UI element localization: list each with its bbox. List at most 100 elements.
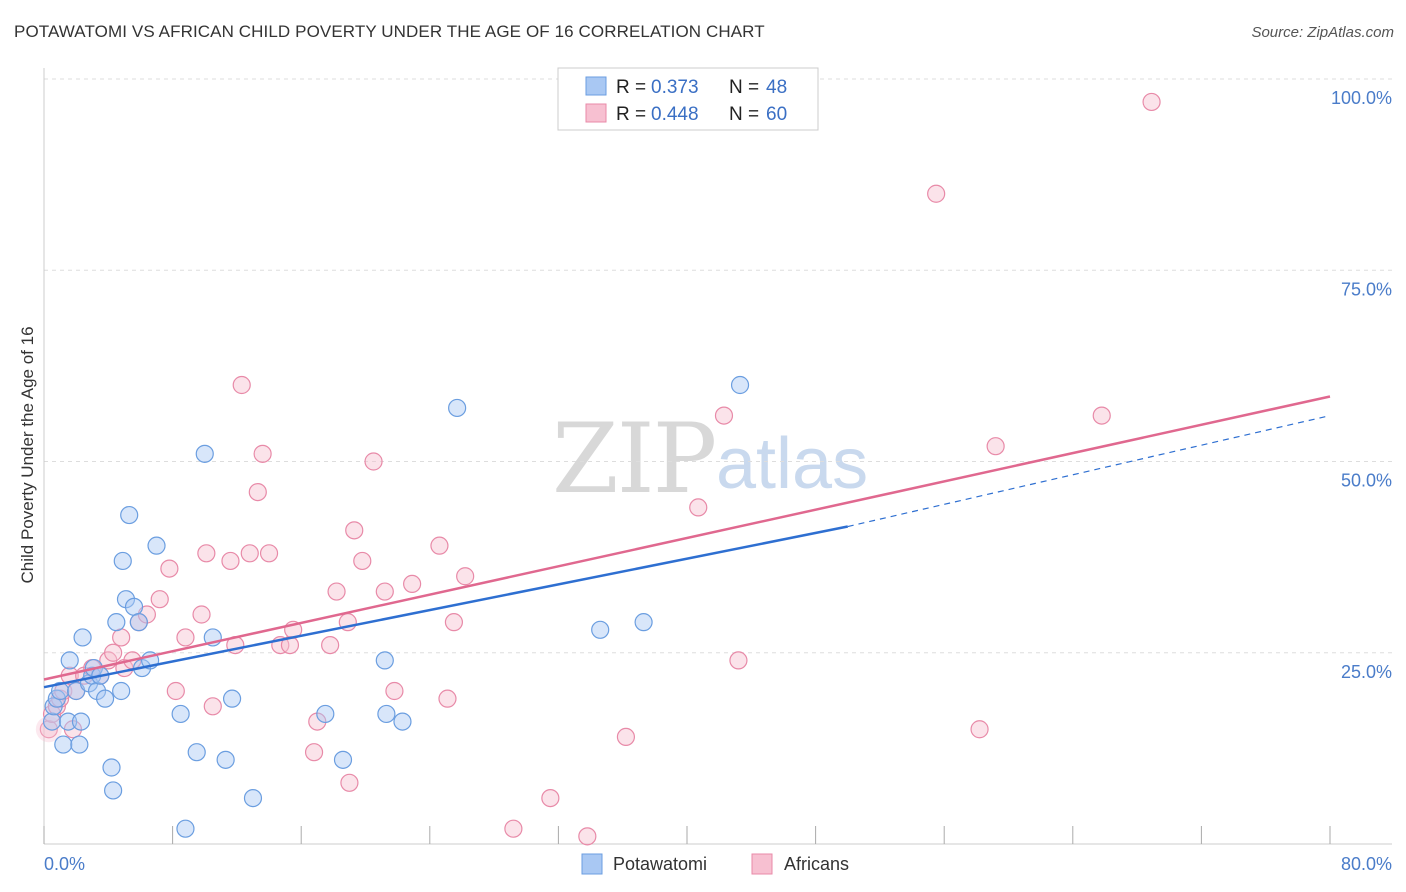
potawatomi-point xyxy=(634,613,653,632)
africans-point xyxy=(729,651,748,670)
africans-point xyxy=(160,559,179,578)
bottom-legend-swatch-potawatomi xyxy=(581,853,603,875)
potawatomi-point xyxy=(222,689,242,708)
africans-point xyxy=(203,697,222,716)
africans-point xyxy=(456,567,475,586)
watermark-zip: ZIP xyxy=(552,403,715,515)
africans-point xyxy=(714,406,734,425)
correlation-legend: R = 0.373 N = 48 R = 0.448 N = 60 xyxy=(557,67,819,131)
x-tick-label-max: 80.0% xyxy=(1341,854,1392,874)
watermark: ZIP atlas xyxy=(552,403,868,515)
potawatomi-point xyxy=(73,628,92,647)
potawatomi-point xyxy=(591,620,610,639)
potawatomi-point xyxy=(377,704,396,724)
africans-point xyxy=(616,727,636,747)
bottom-legend-swatch-africans xyxy=(751,853,773,875)
potawatomi-point xyxy=(147,536,166,555)
potawatomi-point xyxy=(42,712,62,731)
x-tick-label-min: 0.0% xyxy=(44,854,85,874)
africans-point xyxy=(104,643,123,662)
series-legend: Potawatomi Africans xyxy=(581,853,849,875)
potawatomi-point xyxy=(448,398,467,418)
potawatomi-point xyxy=(129,613,148,632)
legend-n-label-2: N = xyxy=(729,104,759,125)
africans-point xyxy=(221,551,240,571)
africans-point xyxy=(578,827,597,846)
potawatomi-point xyxy=(316,704,335,724)
africans-point xyxy=(541,788,560,808)
africans-point xyxy=(321,635,340,655)
africans-point xyxy=(327,582,346,601)
potawatomi-point xyxy=(50,681,70,701)
y-tick-label: 75.0% xyxy=(1341,279,1392,299)
legend-r-label-1: R = xyxy=(616,77,646,98)
potawatomi-point xyxy=(59,712,78,731)
africans-point xyxy=(345,521,364,540)
potawatomi-point xyxy=(112,681,131,701)
chart-title: POTAWATOMI VS AFRICAN CHILD POVERTY UNDE… xyxy=(14,22,765,41)
africans-point xyxy=(438,689,457,708)
africans-point xyxy=(353,551,372,571)
africans-point xyxy=(1142,92,1161,112)
x-axis-ticks xyxy=(43,826,1331,844)
y-tick-label: 100.0% xyxy=(1331,88,1392,108)
y-tick-labels: 100.0% 75.0% 50.0% 25.0% xyxy=(1331,88,1392,682)
potawatomi-point xyxy=(124,597,144,616)
africans-point xyxy=(444,613,464,632)
africans-trend-line xyxy=(43,395,1331,681)
legend-n-value-2: 60 xyxy=(766,104,787,125)
africans-point xyxy=(248,483,267,502)
potawatomi-point xyxy=(730,375,750,395)
bottom-legend-label-africans: Africans xyxy=(784,854,849,874)
africans-point xyxy=(259,544,279,563)
potawatomi-point xyxy=(60,651,79,670)
africans-point xyxy=(197,544,216,563)
africans-point xyxy=(430,536,449,555)
africans-point xyxy=(689,498,708,517)
africans-point xyxy=(986,437,1005,456)
africans-point xyxy=(192,605,211,624)
gridlines xyxy=(44,78,1392,654)
africans-points xyxy=(35,92,1161,846)
potawatomi-point xyxy=(393,712,412,731)
africans-point xyxy=(176,628,195,647)
africans-point xyxy=(240,544,259,563)
legend-n-label-1: N = xyxy=(729,77,759,98)
potawatomi-point xyxy=(216,750,235,769)
potawatomi-points xyxy=(42,375,750,838)
africans-point xyxy=(385,681,404,701)
chart-source: Source: ZipAtlas.com xyxy=(1251,24,1394,41)
y-tick-label: 50.0% xyxy=(1341,471,1392,491)
africans-point xyxy=(364,452,383,471)
y-tick-label: 25.0% xyxy=(1341,662,1392,682)
trend-lines xyxy=(43,395,1331,689)
potawatomi-point xyxy=(104,781,123,800)
africans-point xyxy=(253,444,272,463)
africans-point xyxy=(504,819,523,838)
africans-point xyxy=(304,743,324,762)
legend-r-label-2: R = xyxy=(616,104,646,125)
potawatomi-point xyxy=(171,704,190,724)
potawatomi-point xyxy=(95,689,115,708)
potawatomi-point xyxy=(333,750,353,769)
y-axis-title: Child Poverty Under the Age of 16 xyxy=(18,326,37,583)
africans-point xyxy=(970,720,989,739)
africans-point xyxy=(232,375,251,395)
bottom-legend-label-potawatomi: Potawatomi xyxy=(613,854,707,874)
africans-point xyxy=(1092,406,1111,425)
potawatomi-point xyxy=(107,613,126,632)
potawatomi-point xyxy=(70,735,89,754)
africans-point xyxy=(150,590,169,609)
watermark-atlas: atlas xyxy=(716,424,868,504)
potawatomi-point xyxy=(187,743,206,762)
legend-swatch-potawatomi xyxy=(585,76,607,96)
potawatomi-point xyxy=(113,551,132,571)
potawatomi-trend-line xyxy=(43,525,848,689)
potawatomi-point xyxy=(195,444,214,463)
potawatomi-trend-extension xyxy=(847,415,1331,528)
africans-point xyxy=(280,635,300,655)
potawatomi-point xyxy=(54,735,73,754)
africans-point xyxy=(403,574,422,594)
potawatomi-point xyxy=(102,758,121,777)
